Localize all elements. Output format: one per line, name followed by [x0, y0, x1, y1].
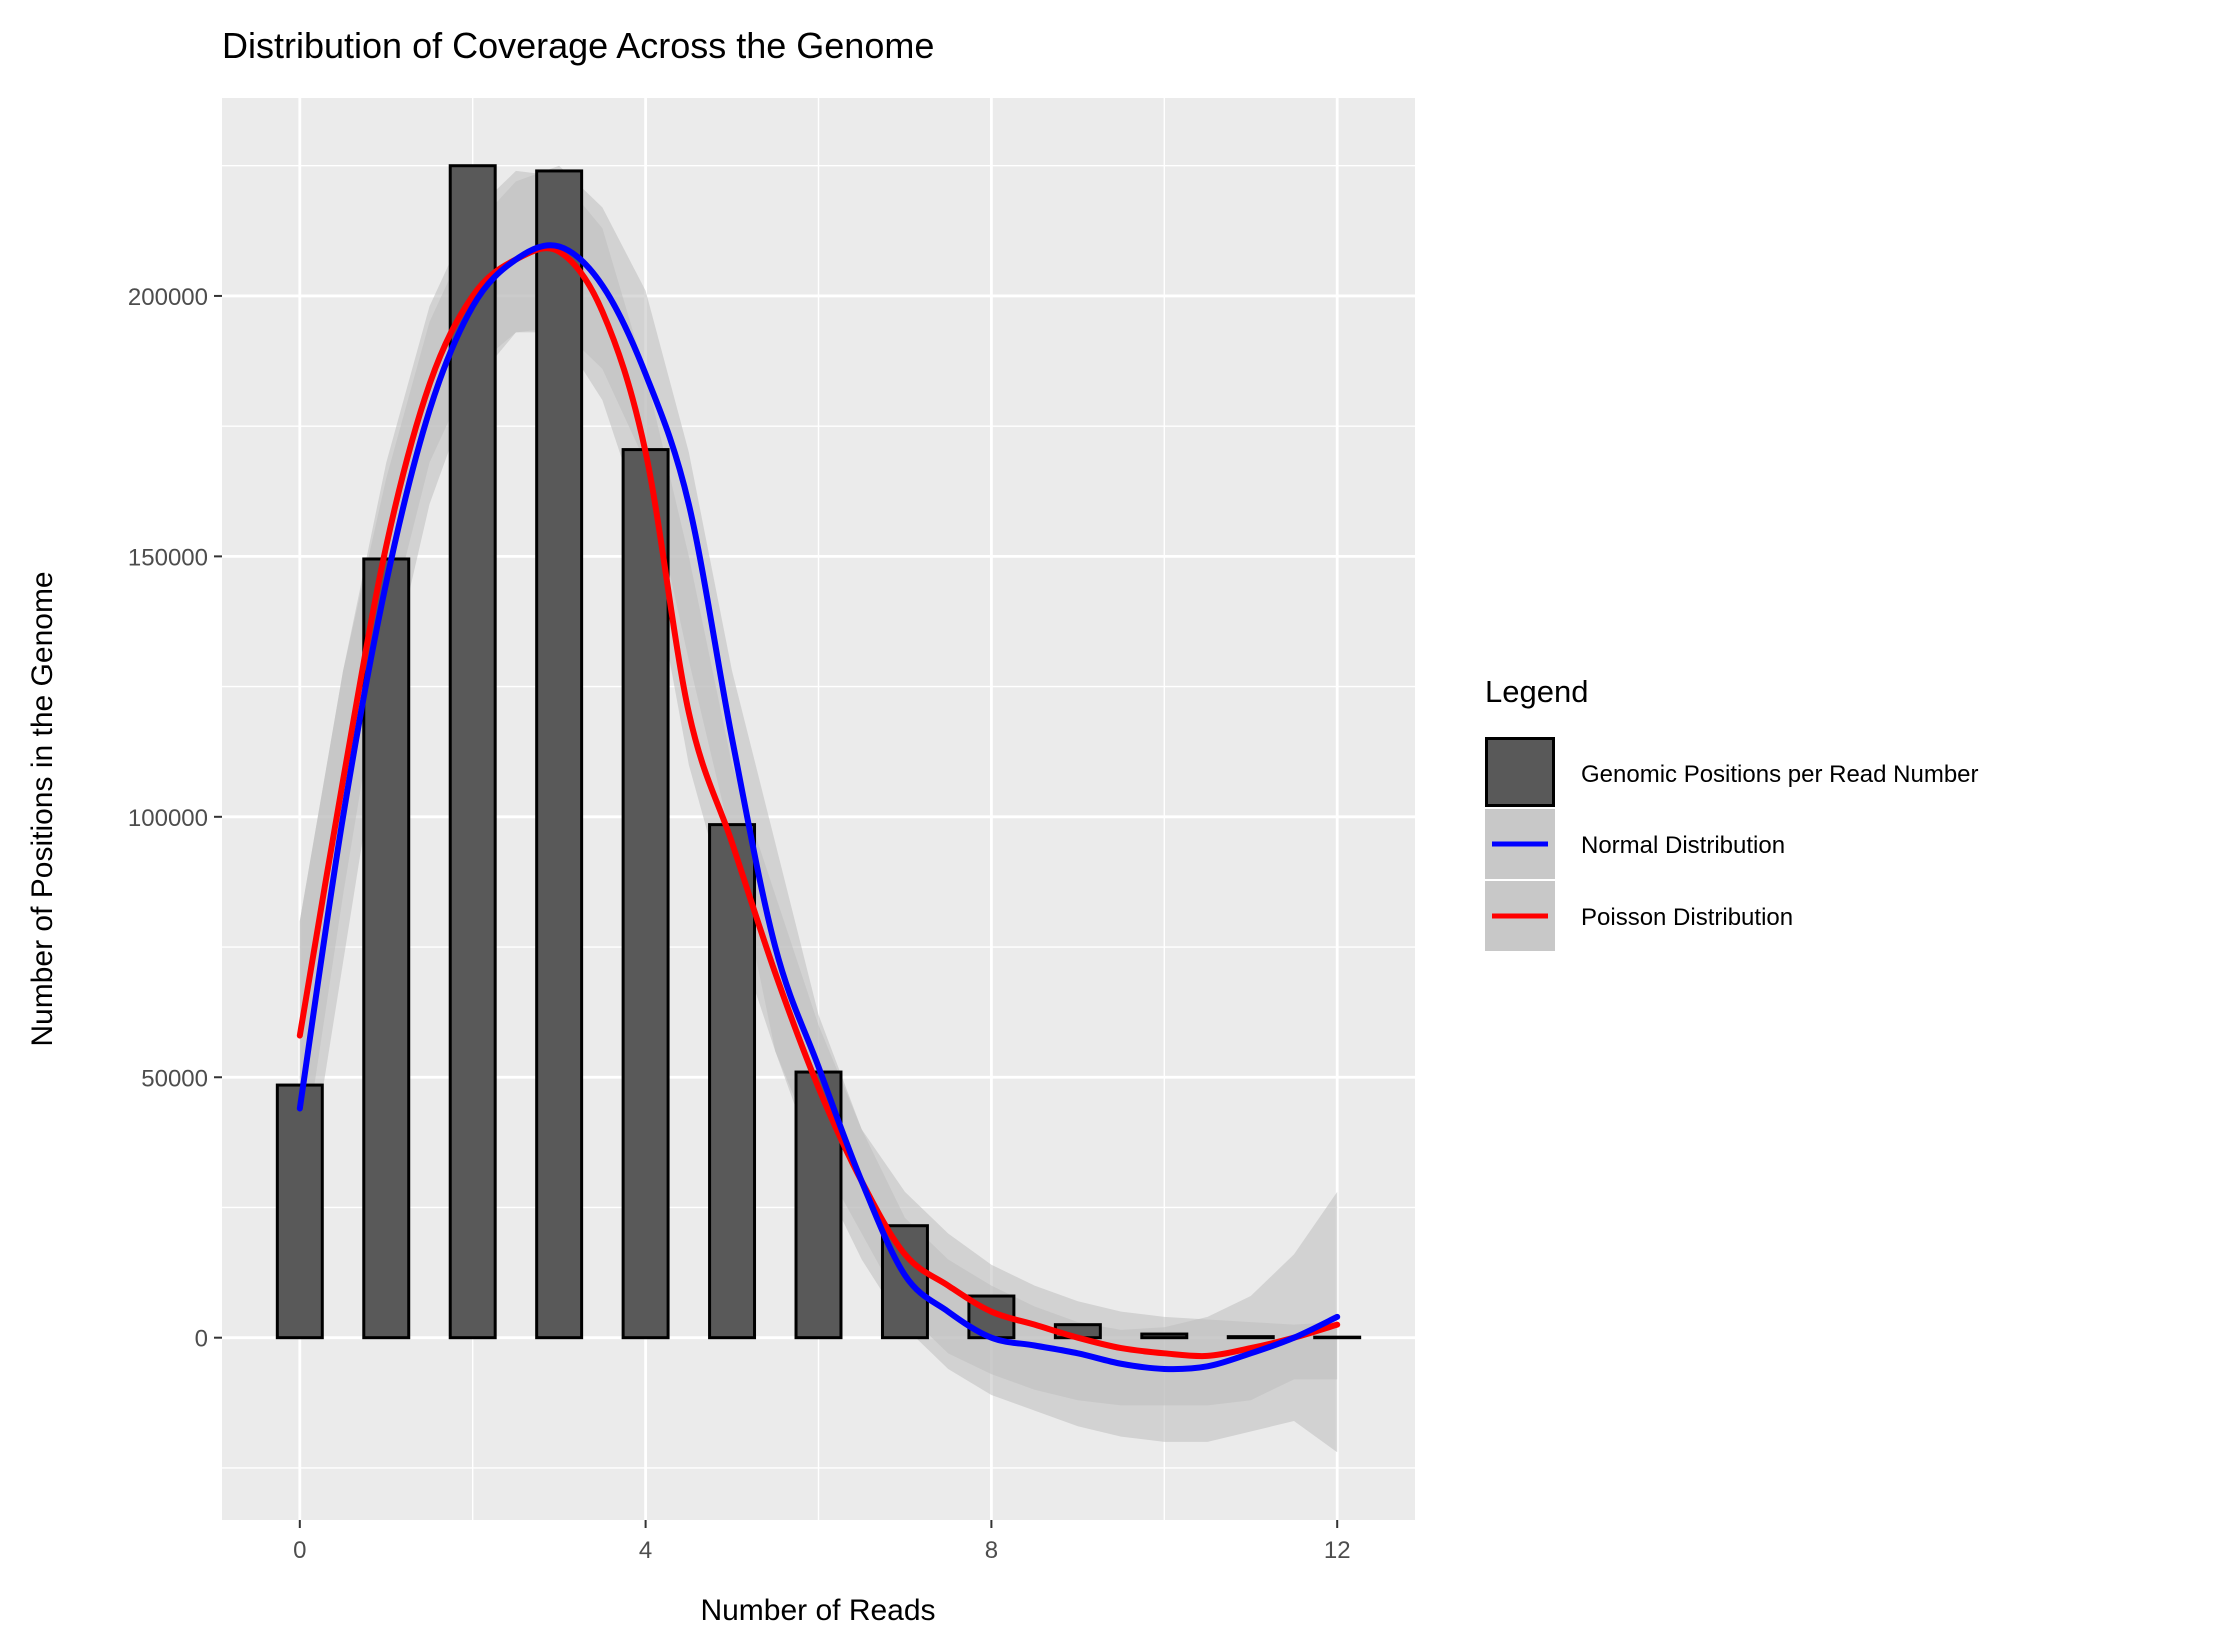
x-tick-label: 0: [293, 1537, 306, 1564]
legend: Legend Genomic Positions per Read Number…: [1485, 674, 1979, 951]
plot-panel: [222, 98, 1415, 1520]
bar: [275, 1083, 324, 1340]
bar: [535, 169, 584, 1340]
normal-line: [296, 242, 1341, 1373]
y-tick-label: 150000: [128, 544, 208, 571]
legend-entry-normal: Normal Distribution: [1485, 809, 1785, 879]
y-tick-label: 100000: [128, 805, 208, 832]
bar: [1140, 1332, 1189, 1340]
legend-swatch-bars: [1485, 737, 1555, 807]
bar: [448, 164, 497, 1340]
bar: [1313, 1335, 1362, 1340]
legend-label-poisson: Poisson Distribution: [1581, 904, 1793, 931]
bar: [1226, 1335, 1275, 1340]
legend-entry-poisson: Poisson Distribution: [1485, 881, 1793, 951]
y-tick-label: 50000: [141, 1065, 208, 1092]
bar: [708, 823, 757, 1340]
x-tick-label: 8: [985, 1537, 998, 1564]
series-lines: [296, 242, 1341, 1373]
legend-label-normal: Normal Distribution: [1581, 832, 1785, 859]
y-tick-label: 200000: [128, 284, 208, 311]
y-axis: 0 50000 100000 150000 200000: [128, 284, 222, 1353]
legend-entry-bars: Genomic Positions per Read Number: [1485, 737, 1979, 807]
confidence-bands: [299, 165, 1338, 1453]
y-axis-title: Number of Positions in the Genome: [26, 571, 59, 1046]
x-tick-label: 12: [1324, 1537, 1351, 1564]
bars-group: [275, 164, 1362, 1340]
x-axis-title: Number of Reads: [700, 1594, 935, 1627]
legend-title: Legend: [1485, 674, 1588, 709]
x-axis: 0 4 8 12: [293, 1520, 1351, 1564]
poisson-line: [296, 245, 1341, 1360]
x-tick-label: 4: [639, 1537, 652, 1564]
chart-title: Distribution of Coverage Across the Geno…: [222, 25, 934, 66]
legend-label-bars: Genomic Positions per Read Number: [1581, 761, 1979, 788]
y-tick-label: 0: [195, 1326, 208, 1353]
bar: [621, 448, 670, 1340]
